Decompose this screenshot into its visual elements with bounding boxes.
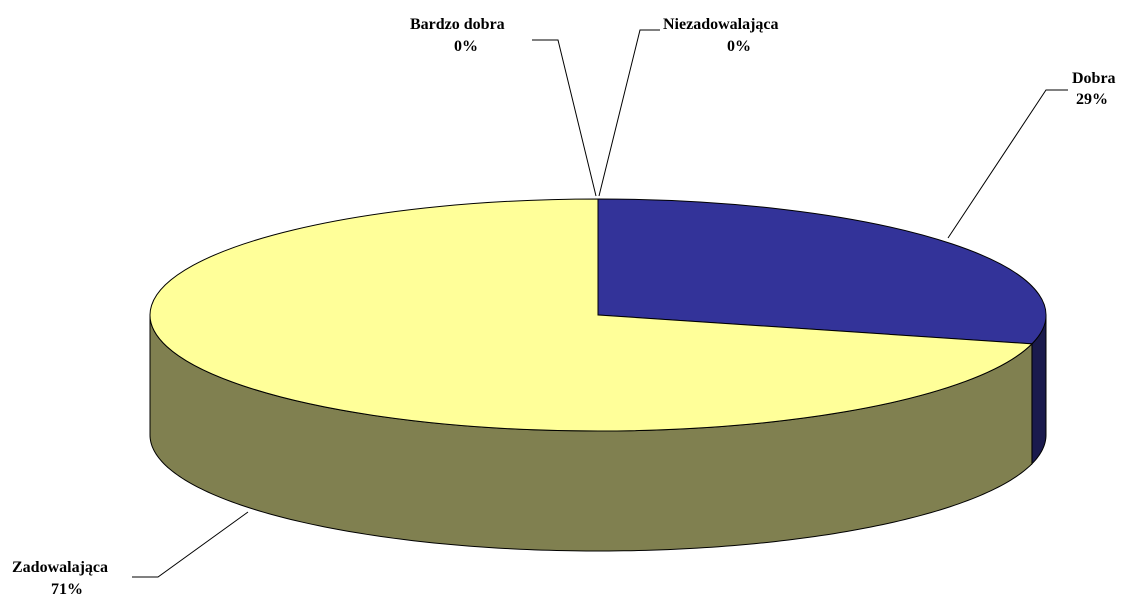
leader-line-bardzo-dobra bbox=[532, 39, 597, 197]
data-label-dobra-name: Dobra bbox=[1072, 70, 1116, 87]
data-labels: Dobra 29% Zadowalająca 71% Bardzo dobra … bbox=[12, 16, 1116, 598]
data-label-niezadowalajaca-name: Niezadowalająca bbox=[663, 16, 779, 33]
pie-slice-zadowalajaca bbox=[149, 198, 1034, 432]
data-label-niezadowalajaca-value: 0% bbox=[727, 38, 751, 55]
leader-line-niezadowalajaca bbox=[598, 29, 660, 197]
data-label-bardzo-dobra-name: Bardzo dobra bbox=[410, 16, 505, 33]
data-label-zadowalajaca-value: 71% bbox=[51, 581, 83, 598]
data-label-zadowalajaca-name: Zadowalająca bbox=[12, 559, 108, 576]
leader-line-zadowalajaca bbox=[132, 511, 249, 578]
leader-lines bbox=[132, 29, 1068, 578]
data-label-dobra-value: 29% bbox=[1076, 91, 1108, 108]
leader-line-dobra bbox=[947, 89, 1068, 239]
pie-tops bbox=[149, 198, 1047, 432]
pie-slice-dobra bbox=[597, 198, 1047, 345]
data-label-bardzo-dobra-value: 0% bbox=[454, 38, 478, 55]
